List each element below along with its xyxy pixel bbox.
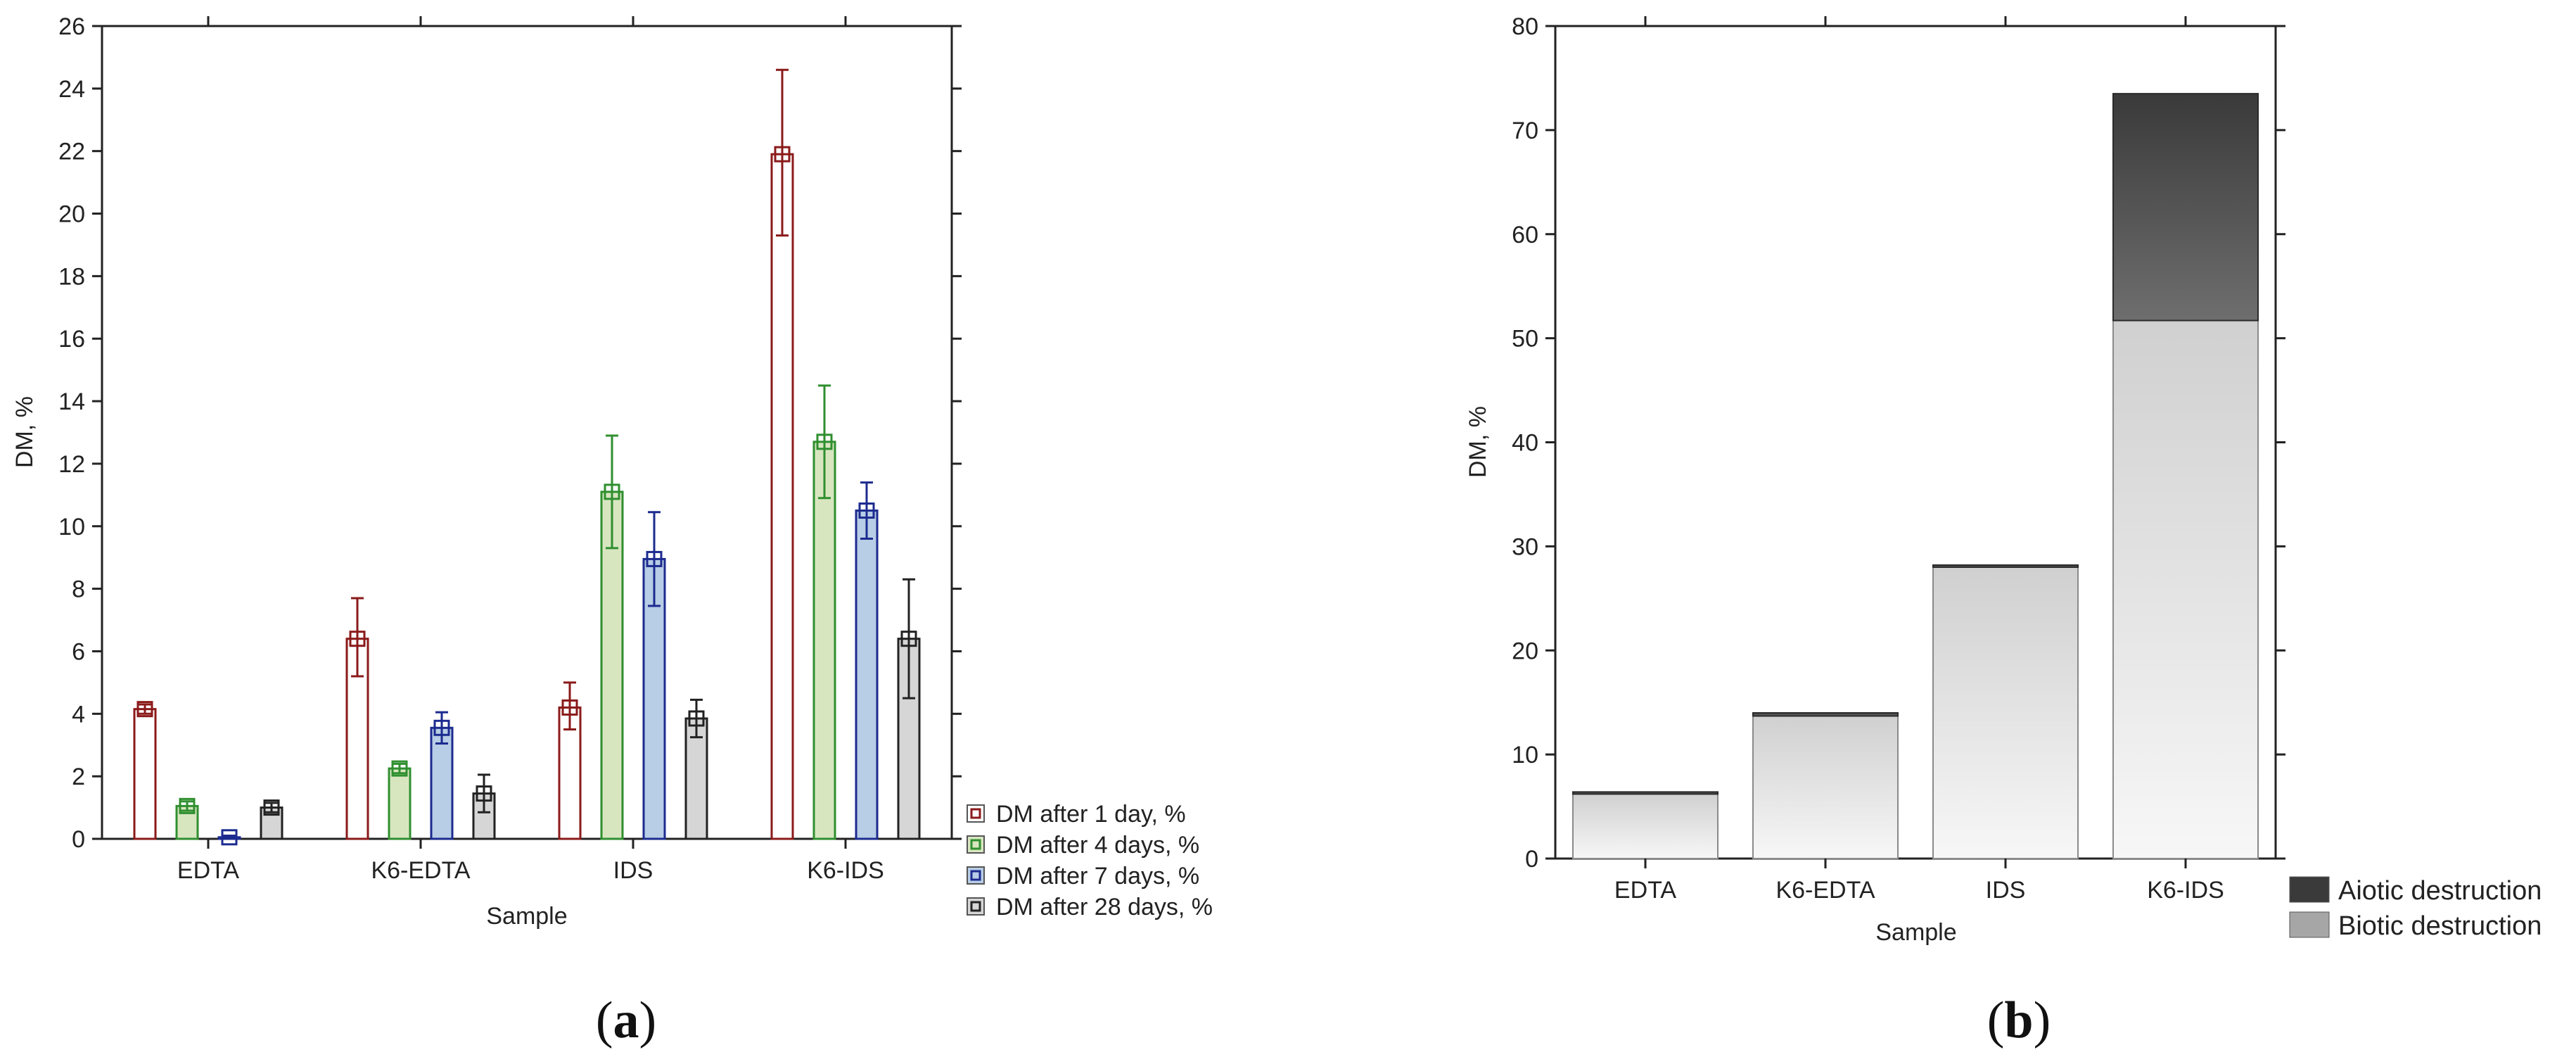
legend-swatch [967, 804, 985, 823]
bar [684, 717, 708, 840]
chart-a-legend: DM after 1 day, % DM after 4 days, % DM af… [967, 801, 1213, 920]
y-tick-label: 14 [58, 388, 85, 415]
legend-swatch [967, 866, 985, 885]
y-tick-label: 12 [58, 451, 85, 478]
y-tick-label: 80 [1512, 13, 1538, 40]
panel-label-b-letter: b [2004, 992, 2033, 1049]
legend-label: DM after 7 days, % [996, 863, 1199, 890]
legend-swatch [967, 835, 985, 854]
chart-b: 0 10 20 30 40 50 60 70 80 EDTA K6-EDTA IDS K6-IDS D… [1465, 13, 2542, 1049]
x-tick-label: IDS [613, 857, 653, 884]
x-tick-label: K6-IDS [807, 857, 884, 884]
x-tick-label: EDTA [177, 857, 239, 884]
y-tick-label: 4 [72, 701, 85, 728]
bar [812, 441, 836, 840]
x-tick-label: K6-EDTA [371, 857, 470, 884]
bar [855, 509, 879, 840]
chart-b-x-axis: EDTA K6-EDTA IDS K6-IDS [1614, 16, 2224, 904]
bar-segment [1752, 711, 1899, 717]
legend-label: Aiotic destruction [2338, 876, 2542, 906]
chart-a-xlabel: Sample [486, 903, 567, 930]
x-tick-label: K6-IDS [2147, 877, 2224, 904]
bar-segment [2112, 93, 2259, 322]
y-tick-label: 0 [1525, 846, 1538, 873]
x-tick-label: K6-EDTA [1775, 877, 1875, 904]
panel-label-b-close: ) [2034, 992, 2051, 1049]
bar [600, 490, 624, 840]
y-tick-label: 8 [72, 576, 85, 603]
y-tick-label: 24 [58, 76, 85, 103]
legend-marker [970, 870, 981, 881]
bar [133, 708, 157, 840]
panel-label-a-open: ( [596, 992, 613, 1049]
y-tick-label: 70 [1512, 118, 1538, 144]
chart-a-bars [133, 68, 921, 846]
y-tick-label: 2 [72, 764, 85, 790]
bar-segment [1572, 793, 1719, 860]
legend-label: DM after 28 days, % [996, 894, 1213, 920]
bar-segment [1572, 791, 1719, 795]
panel-label-a: (a) [596, 992, 656, 1049]
x-tick-label: IDS [1986, 877, 2026, 904]
panel-label-a-close: ) [639, 992, 657, 1049]
bar [388, 767, 412, 840]
legend-marker [970, 901, 981, 912]
y-tick-label: 16 [58, 326, 85, 353]
chart-b-legend: Aiotic destruction Biotic destruction [2289, 876, 2542, 941]
legend-label: DM after 4 days, % [996, 832, 1199, 859]
y-tick-label: 20 [58, 201, 85, 228]
chart-a-x-axis: EDTA K6-EDTA IDS K6-IDS [177, 16, 884, 884]
y-tick-label: 6 [72, 638, 85, 665]
bar-segment [2112, 319, 2259, 859]
legend-label: DM after 1 day, % [996, 801, 1186, 828]
x-tick-label: EDTA [1614, 877, 1676, 904]
panel-label-b-open: ( [1987, 992, 2005, 1049]
legend-label: Biotic destruction [2338, 911, 2542, 941]
y-tick-label: 50 [1512, 326, 1538, 353]
y-tick-label: 22 [58, 139, 85, 165]
chart-b-ylabel: DM, % [1465, 406, 1491, 478]
legend-swatch [967, 897, 985, 916]
legend-marker [970, 839, 981, 850]
bar-segment [1752, 715, 1899, 859]
y-tick-label: 10 [58, 514, 85, 540]
panel-label-a-letter: a [613, 992, 639, 1049]
bar [770, 153, 794, 840]
chart-a-ylabel: DM, % [11, 396, 38, 468]
chart-b-y-axis: 0 10 20 30 40 50 60 70 80 [1512, 13, 2285, 873]
y-tick-label: 18 [58, 263, 85, 290]
legend-swatch [2289, 911, 2330, 938]
bar-segment [1932, 566, 2079, 859]
y-tick-label: 60 [1512, 222, 1538, 248]
bar-segment [1932, 564, 2079, 568]
chart-b-bars [1572, 93, 2259, 860]
chart-a-frame [101, 25, 953, 840]
legend-marker [970, 808, 981, 819]
panel-label-b: (b) [1987, 992, 2051, 1049]
y-tick-label: 20 [1512, 638, 1538, 664]
legend-swatch [2289, 876, 2330, 903]
y-tick-label: 0 [72, 826, 85, 853]
y-tick-label: 10 [1512, 742, 1538, 768]
y-tick-label: 40 [1512, 430, 1538, 457]
chart-b-xlabel: Sample [1875, 919, 1956, 946]
y-tick-label: 26 [58, 13, 85, 40]
y-tick-label: 30 [1512, 533, 1538, 560]
